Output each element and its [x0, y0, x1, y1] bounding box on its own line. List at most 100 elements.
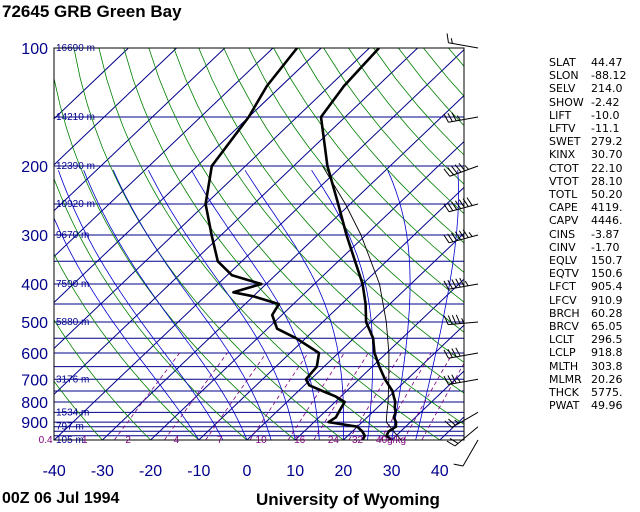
index-value: 279.2 [591, 135, 623, 149]
index-row: TOTL 50.20 [549, 188, 635, 201]
index-row: LFCT 905.4 [549, 280, 635, 293]
mixing-ratio-label: 0.4 [39, 435, 53, 446]
barb-flag [447, 233, 454, 243]
height-label: 16690 m [56, 43, 95, 54]
mixing-ratio-label: 2 [125, 435, 131, 446]
height-label: 14210 m [56, 112, 95, 123]
temperature-tick-label: -10 [187, 463, 210, 480]
index-key: EQTV [549, 267, 579, 281]
barb-flag [451, 112, 457, 122]
isotherm [343, 324, 464, 440]
temperature-tick-label: 0 [243, 463, 252, 480]
index-row: CAPE 4119. [549, 201, 635, 214]
barb-flag [459, 277, 465, 287]
wind-barb [443, 277, 479, 290]
dry-adiabat [54, 319, 151, 440]
index-key: MLMR [549, 372, 582, 386]
barb-shaft [448, 234, 479, 244]
temperature-tick-label: 40 [431, 463, 449, 480]
sounding-profiles [204, 48, 402, 440]
index-value: 49.96 [591, 399, 623, 413]
moist-adiabat [387, 170, 411, 440]
height-label: 12390 m [56, 161, 95, 172]
barb-flag [454, 231, 462, 240]
height-label: 3176 m [56, 374, 89, 385]
index-value: -2.42 [591, 95, 620, 109]
barb-shaft [449, 165, 479, 177]
index-key: LFTV [549, 122, 576, 136]
barb-flag [443, 375, 449, 385]
index-row: CINS -3.87 [549, 228, 635, 241]
dry-adiabat [123, 48, 441, 440]
moist-adiabat [58, 170, 224, 440]
index-value: -3.87 [591, 227, 620, 241]
barb-flag [446, 440, 456, 447]
pressure-tick-label: 200 [21, 159, 48, 176]
temperature-tick-label: 10 [286, 463, 304, 480]
barb-half-flag [457, 115, 461, 121]
isotherm [54, 48, 129, 120]
barb-flag [449, 438, 459, 444]
moist-adiabat [311, 169, 374, 440]
moist-adiabat [415, 170, 460, 440]
wind-barb [453, 439, 479, 467]
index-row: MLTH 303.8 [549, 360, 635, 373]
index-key: VTOT [549, 174, 579, 188]
barb-flag [462, 229, 469, 238]
dry-adiabat [54, 75, 296, 440]
index-value: 918.8 [591, 346, 623, 360]
barb-flag [444, 420, 453, 428]
barb-shaft [448, 378, 479, 385]
mixing-ratio-line [380, 352, 432, 440]
axis-labels: 0.4 1 2 4 7 10 16 24 32 40g/kg1002003004005006007… [21, 41, 449, 480]
mixing-ratio-line [249, 352, 309, 440]
index-value: -11.1 [591, 122, 620, 136]
moist-adiabat [148, 170, 296, 440]
pressure-tick-label: 100 [21, 41, 48, 58]
index-key: CAPV [549, 214, 579, 228]
index-key: SLON [549, 69, 579, 83]
index-row: CTOT 22.10 [549, 162, 635, 175]
barb-shaft [448, 321, 479, 326]
temperature-tick-label: -40 [43, 463, 66, 480]
parcel-path [322, 165, 402, 440]
index-row: SWET 279.2 [549, 135, 635, 148]
index-key: CTOT [549, 161, 579, 175]
barb-half-flag [464, 280, 469, 287]
observation-time: 00Z 06 Jul 1994 [2, 490, 120, 507]
data-source: University of Wyoming [256, 490, 440, 509]
isotherm [102, 94, 464, 440]
moist-adiabat [244, 169, 345, 440]
mixing-ratio-label: 32 [352, 435, 364, 446]
barb-flag [443, 280, 449, 290]
mixing-ratio-label: 40g/kg [376, 435, 406, 446]
index-key: CAPE [549, 201, 578, 215]
height-label: 7590 m [56, 279, 89, 290]
index-row: LCLP 918.8 [549, 346, 635, 359]
height-label: 5880 m [56, 317, 89, 328]
barb-flag [458, 199, 465, 208]
barb-half-flag [464, 165, 469, 170]
barb-shaft [448, 283, 479, 290]
barb-flag [447, 112, 453, 122]
isotherm [54, 48, 177, 166]
index-row: LFTV -11.1 [549, 122, 635, 135]
index-value: 5775. [591, 386, 623, 400]
index-key: SHOW [549, 95, 584, 109]
pressure-tick-label: 500 [21, 315, 48, 332]
barb-flag [453, 463, 464, 467]
wind-barb [443, 374, 479, 385]
index-key: LFCV [549, 293, 577, 307]
moist-adiabat [54, 217, 200, 440]
wind-barb [443, 163, 479, 177]
index-key: LCLT [549, 333, 575, 347]
barb-flag [451, 374, 457, 384]
barb-flag [462, 198, 469, 207]
height-label: 9670 m [56, 230, 89, 241]
index-value: 4119. [591, 201, 623, 215]
wind-barb [443, 112, 479, 123]
barb-shaft [448, 42, 479, 49]
barb-flag [447, 279, 453, 289]
index-row: SLON -88.12 [549, 69, 635, 82]
